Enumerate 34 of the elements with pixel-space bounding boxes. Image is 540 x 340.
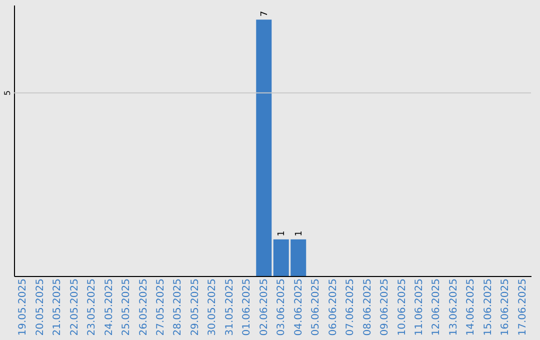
- x-tick-label: 06.06.2025: [328, 278, 339, 336]
- x-tick-label: 28.05.2025: [172, 278, 184, 336]
- x-tick-label: 11.06.2025: [414, 278, 425, 336]
- x-tick-label: 16.06.2025: [500, 278, 512, 336]
- x-tick-label: 31.05.2025: [224, 278, 236, 336]
- data-label: 7: [260, 10, 270, 17]
- x-tick-label: 17.06.2025: [517, 278, 528, 336]
- x-tick-label: 13.06.2025: [448, 278, 460, 336]
- x-tick-label: 24.05.2025: [104, 278, 115, 336]
- x-tick-label: 07.06.2025: [345, 278, 356, 336]
- data-label: 1: [277, 230, 288, 236]
- x-tick-label: 15.06.2025: [482, 278, 494, 336]
- ref-line-label: 5: [3, 90, 12, 96]
- x-tick-label: 08.06.2025: [362, 278, 374, 336]
- x-tick-label: 03.06.2025: [276, 278, 288, 336]
- x-tick-label: 19.05.2025: [18, 278, 29, 336]
- x-tick-label: 22.05.2025: [69, 278, 80, 336]
- x-tick-label: 30.05.2025: [207, 278, 218, 336]
- x-tick-label: 26.05.2025: [138, 278, 150, 336]
- x-tick-label: 23.05.2025: [86, 278, 98, 336]
- x-tick-label: 29.05.2025: [190, 278, 201, 336]
- x-tick-label: 01.06.2025: [242, 278, 253, 336]
- x-tick-label: 12.06.2025: [431, 278, 442, 336]
- x-tick-label: 09.06.2025: [380, 278, 391, 336]
- x-tick-label: 14.06.2025: [466, 278, 477, 336]
- x-tick-label: 27.05.2025: [155, 278, 166, 336]
- x-tick-label: 20.05.2025: [34, 278, 46, 336]
- x-tick-label: 10.06.2025: [396, 278, 408, 336]
- x-tick-label: 02.06.2025: [258, 278, 270, 336]
- x-tick-label: 05.06.2025: [310, 278, 322, 336]
- x-tick-label: 04.06.2025: [293, 278, 304, 336]
- data-label: 1: [294, 230, 304, 236]
- x-tick-label: 25.05.2025: [121, 278, 132, 336]
- x-tick-label: 21.05.2025: [52, 278, 64, 336]
